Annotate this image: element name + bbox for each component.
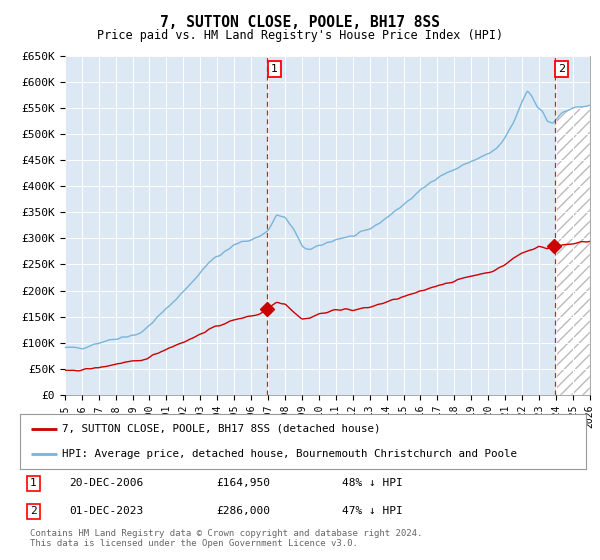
- Text: 1: 1: [30, 478, 37, 488]
- Text: HPI: Average price, detached house, Bournemouth Christchurch and Poole: HPI: Average price, detached house, Bour…: [62, 449, 517, 459]
- Text: Contains HM Land Registry data © Crown copyright and database right 2024.
This d: Contains HM Land Registry data © Crown c…: [30, 529, 422, 548]
- Text: Price paid vs. HM Land Registry's House Price Index (HPI): Price paid vs. HM Land Registry's House …: [97, 29, 503, 42]
- Text: 1: 1: [271, 64, 278, 74]
- Text: 01-DEC-2023: 01-DEC-2023: [69, 506, 143, 516]
- Text: 20-DEC-2006: 20-DEC-2006: [69, 478, 143, 488]
- Text: 2: 2: [30, 506, 37, 516]
- Text: 2: 2: [558, 64, 565, 74]
- Text: £286,000: £286,000: [216, 506, 270, 516]
- Text: 47% ↓ HPI: 47% ↓ HPI: [342, 506, 403, 516]
- Text: 7, SUTTON CLOSE, POOLE, BH17 8SS (detached house): 7, SUTTON CLOSE, POOLE, BH17 8SS (detach…: [62, 424, 381, 433]
- Text: 7, SUTTON CLOSE, POOLE, BH17 8SS: 7, SUTTON CLOSE, POOLE, BH17 8SS: [160, 15, 440, 30]
- Text: £164,950: £164,950: [216, 478, 270, 488]
- Text: 48% ↓ HPI: 48% ↓ HPI: [342, 478, 403, 488]
